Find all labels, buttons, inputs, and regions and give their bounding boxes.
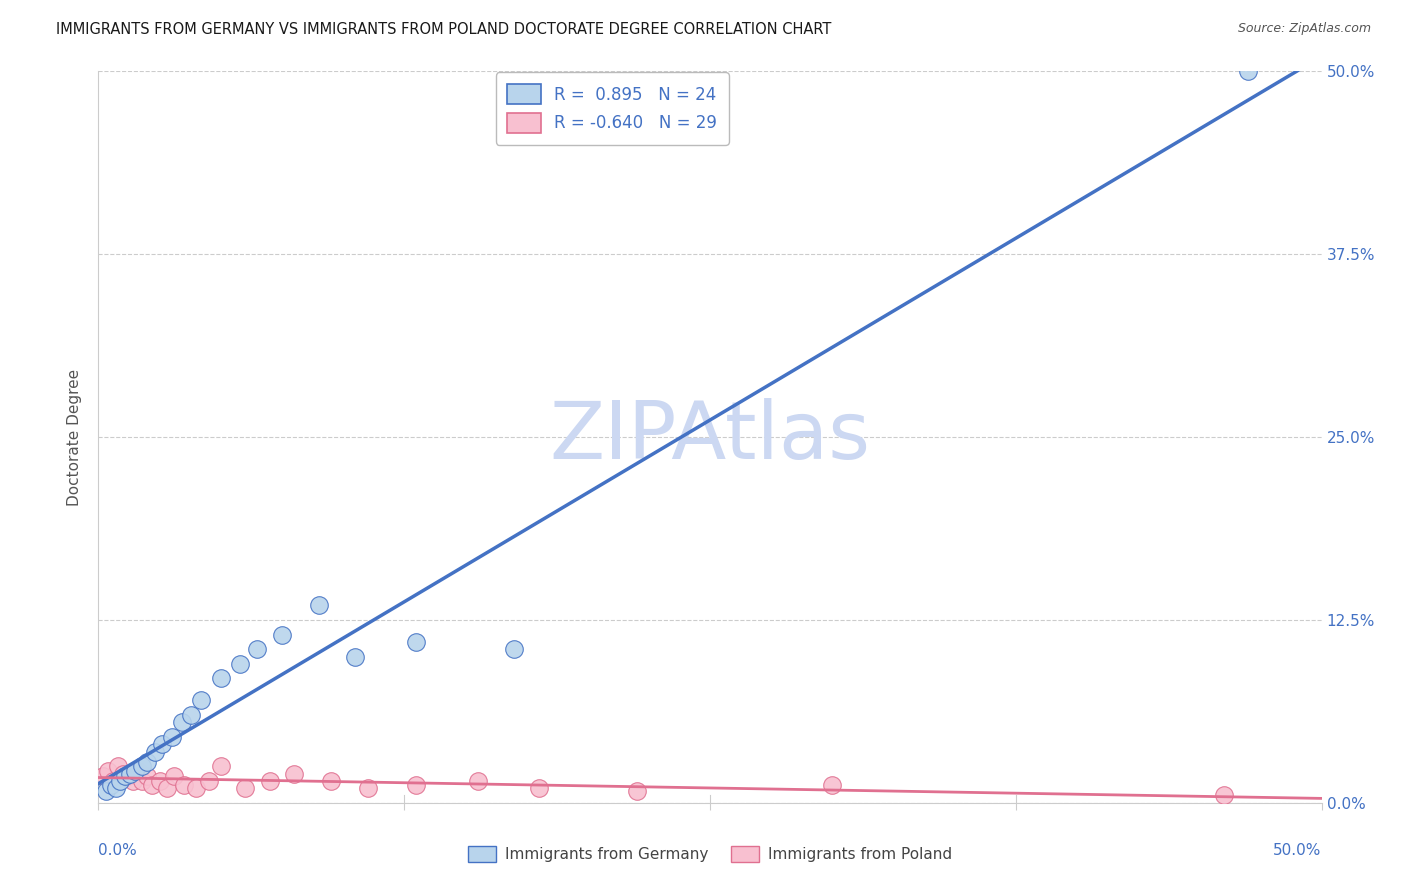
Point	[503, 642, 526, 657]
Point	[527, 781, 550, 796]
Text: 50.0%: 50.0%	[1274, 843, 1322, 858]
Point	[319, 773, 342, 788]
Point	[259, 773, 281, 788]
Point	[136, 769, 159, 783]
Point	[114, 769, 136, 783]
Point	[120, 766, 142, 780]
Point	[405, 635, 427, 649]
Point	[160, 730, 183, 744]
Point	[344, 649, 367, 664]
Point	[308, 599, 330, 613]
Point	[821, 778, 844, 792]
Point	[626, 784, 648, 798]
Point	[405, 778, 427, 792]
Point	[136, 755, 159, 769]
Point	[163, 769, 186, 783]
Point	[131, 759, 153, 773]
Point	[117, 769, 139, 783]
Point	[149, 773, 172, 788]
Point	[121, 773, 143, 788]
Text: Source: ZipAtlas.com: Source: ZipAtlas.com	[1237, 22, 1371, 36]
Point	[124, 764, 146, 778]
Point	[141, 778, 163, 792]
Point	[356, 781, 378, 796]
Point	[107, 759, 129, 773]
Point	[91, 769, 114, 783]
Point	[246, 642, 269, 657]
Point	[190, 693, 212, 707]
Point	[150, 737, 173, 751]
Point	[229, 657, 252, 671]
Text: IMMIGRANTS FROM GERMANY VS IMMIGRANTS FROM POLAND DOCTORATE DEGREE CORRELATION C: IMMIGRANTS FROM GERMANY VS IMMIGRANTS FR…	[56, 22, 831, 37]
Point	[209, 759, 232, 773]
Point	[170, 715, 193, 730]
Point	[104, 781, 127, 796]
Point	[131, 773, 153, 788]
Point	[110, 773, 132, 788]
Point	[283, 766, 305, 780]
Point	[156, 781, 179, 796]
Point	[197, 773, 219, 788]
Point	[180, 708, 202, 723]
Point	[101, 773, 124, 788]
Point	[143, 745, 166, 759]
Text: 0.0%: 0.0%	[98, 843, 138, 858]
Point	[209, 672, 232, 686]
Point	[173, 778, 195, 792]
Point	[127, 764, 149, 778]
Point	[270, 627, 294, 641]
Point	[186, 781, 208, 796]
Point	[1237, 64, 1260, 78]
Point	[100, 778, 122, 792]
Point	[233, 781, 256, 796]
Point	[467, 773, 489, 788]
Y-axis label: Doctorate Degree: Doctorate Degree	[67, 368, 83, 506]
Point	[1212, 789, 1234, 803]
Text: ZIPAtlas: ZIPAtlas	[550, 398, 870, 476]
Point	[94, 784, 117, 798]
Point	[111, 766, 134, 780]
Legend: Immigrants from Germany, Immigrants from Poland: Immigrants from Germany, Immigrants from…	[463, 840, 957, 868]
Point	[97, 764, 120, 778]
